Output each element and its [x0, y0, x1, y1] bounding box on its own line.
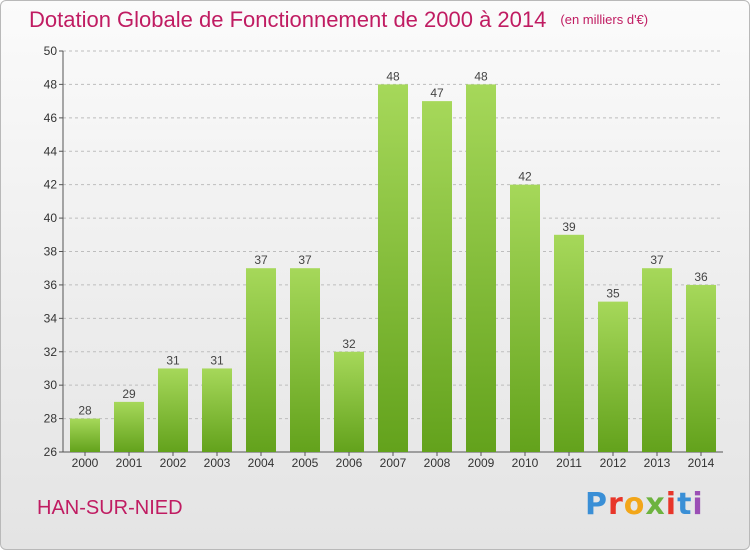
logo-letter: o	[623, 487, 646, 522]
labels: 26 28 30 32 34 36 38 40 42 44 46 48 50 28 2000 29 2001 31…	[44, 44, 715, 470]
bars	[70, 84, 716, 453]
logo-letter: i	[692, 487, 704, 522]
chart-title: Dotation Globale de Fonctionnement de 20…	[29, 7, 648, 33]
x-tick-label: 2014	[688, 456, 715, 470]
data-label: 35	[606, 287, 620, 301]
y-tick-label: 30	[44, 378, 58, 392]
data-label: 37	[298, 253, 312, 267]
data-label: 48	[474, 69, 488, 83]
x-tick-label: 2009	[468, 456, 495, 470]
bar	[378, 84, 408, 453]
data-label: 37	[254, 253, 268, 267]
commune-name: HAN-SUR-NIED	[37, 497, 183, 519]
data-label: 39	[562, 220, 576, 234]
x-tick-label: 2013	[644, 456, 671, 470]
data-label: 31	[166, 353, 180, 367]
bar	[510, 184, 540, 452]
y-tick-label: 28	[44, 412, 58, 426]
bar	[334, 351, 364, 452]
data-label: 48	[386, 69, 400, 83]
y-tick-label: 40	[44, 211, 58, 225]
y-tick-label: 32	[44, 345, 58, 359]
y-tick-label: 42	[44, 178, 58, 192]
chart-title-text: Dotation Globale de Fonctionnement de 20…	[29, 7, 547, 32]
logo-letter: t	[677, 487, 693, 522]
chart-unit: (en milliers d'€)	[560, 12, 649, 27]
bar	[114, 401, 144, 452]
bar	[202, 368, 232, 452]
logo-letter: r	[608, 487, 624, 522]
y-tick-label: 48	[44, 77, 58, 91]
data-label: 36	[694, 270, 708, 284]
data-label: 31	[210, 353, 224, 367]
x-tick-label: 2011	[556, 456, 582, 470]
logo-letter: x	[645, 487, 666, 522]
data-label: 29	[122, 387, 136, 401]
x-tick-label: 2005	[292, 456, 319, 470]
x-tick-label: 2008	[424, 456, 451, 470]
logo-letter: P	[585, 487, 608, 522]
y-tick-label: 26	[44, 445, 58, 459]
x-tick-label: 2002	[160, 456, 187, 470]
x-tick-label: 2012	[600, 456, 627, 470]
data-label: 47	[430, 86, 444, 100]
bar	[554, 234, 584, 452]
bar	[642, 268, 672, 452]
y-tick-label: 46	[44, 111, 58, 125]
y-tick-label: 34	[44, 311, 58, 325]
y-tick-label: 38	[44, 245, 58, 259]
proxiti-logo[interactable]: Proxiti	[585, 487, 704, 522]
bar	[158, 368, 188, 452]
x-tick-label: 2006	[336, 456, 363, 470]
y-tick-label: 50	[44, 44, 58, 58]
bar	[290, 268, 320, 452]
bar	[466, 84, 496, 453]
bar	[70, 418, 100, 452]
x-tick-label: 2004	[248, 456, 275, 470]
bar	[598, 301, 628, 452]
x-tick-label: 2003	[204, 456, 231, 470]
bar	[246, 268, 276, 452]
data-label: 42	[518, 170, 532, 184]
data-label: 28	[78, 404, 92, 418]
bar	[422, 101, 452, 452]
x-tick-label: 2001	[116, 456, 143, 470]
y-tick-label: 44	[44, 144, 58, 158]
y-tick-label: 36	[44, 278, 58, 292]
x-tick-label: 2010	[512, 456, 539, 470]
bar	[686, 284, 716, 452]
data-label: 37	[650, 253, 664, 267]
x-tick-label: 2007	[380, 456, 407, 470]
x-tick-label: 2000	[72, 456, 99, 470]
logo-letter: i	[665, 487, 678, 522]
data-label: 32	[342, 337, 356, 351]
